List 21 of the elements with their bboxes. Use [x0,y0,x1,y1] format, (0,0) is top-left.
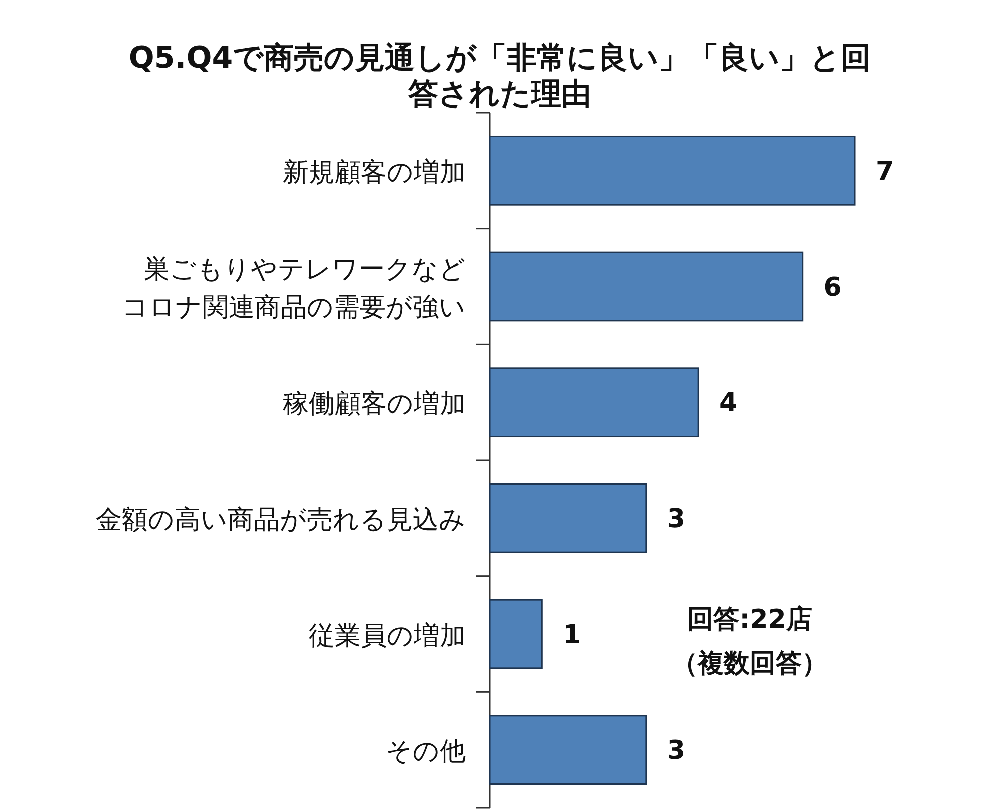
bar [489,252,804,322]
data-label: 6 [824,272,842,303]
data-label: 1 [563,620,582,650]
data-label: 7 [876,156,894,187]
y-tick-label: その他 [386,737,466,768]
bar [489,136,856,206]
bar [489,368,700,438]
bar [489,599,543,670]
data-label: 4 [720,388,738,419]
annotation: （複数回答） [672,649,828,679]
y-tick-label: 新規顧客の増加 [283,158,466,188]
bar [489,483,648,554]
y-tick-label: 稼働顧客の増加 [283,390,466,420]
annotation: 回答:22店 [688,605,812,635]
data-label: 3 [667,736,686,766]
y-tick-label: 従業員の増加 [309,621,466,652]
bar [489,715,648,786]
y-tick-label: 金額の高い商品が売れる見込み [96,505,466,536]
chart-title: Q5.Q4で商売の見通しが「非常に良い」「良い」と回答された理由 [128,41,872,112]
y-tick-label: 巣ごもりやテレワークなどコロナ関連商品の需要が強い [122,254,466,323]
data-label: 3 [667,504,686,534]
